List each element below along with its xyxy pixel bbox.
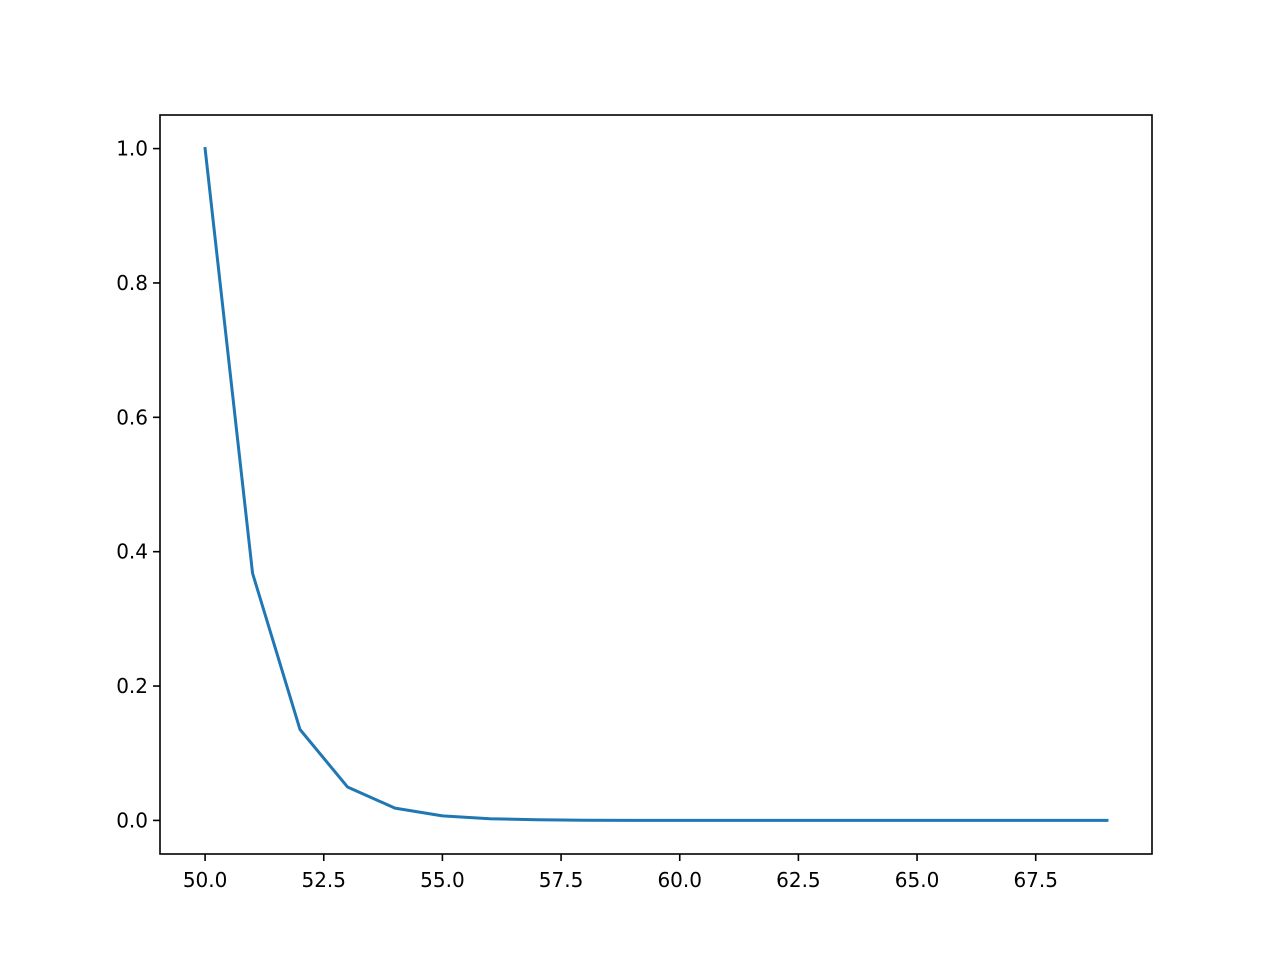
y-tick-label: 1.0 [116, 137, 148, 161]
x-tick-label: 57.5 [539, 868, 584, 892]
x-tick-label: 67.5 [1013, 868, 1058, 892]
y-tick-label: 0.8 [116, 271, 148, 295]
y-tick-label: 0.2 [116, 674, 148, 698]
x-tick-label: 60.0 [657, 868, 702, 892]
x-tick-label: 52.5 [301, 868, 346, 892]
x-tick-label: 62.5 [776, 868, 821, 892]
x-tick-label: 65.0 [895, 868, 940, 892]
axes: 50.0 52.5 55.0 57.5 60.0 62.5 65.0 67.5 0.0 0.2 0.… [116, 114, 1153, 892]
series-line-0 [203, 146, 1109, 822]
y-tick-label: 0.0 [116, 808, 148, 832]
y-tick-label: 0.4 [116, 540, 148, 564]
x-tick-label: 55.0 [420, 868, 465, 892]
plot-area [203, 146, 1109, 822]
axes-frame [159, 114, 1153, 855]
x-tick-label: 50.0 [183, 868, 228, 892]
y-tick-label: 0.6 [116, 405, 148, 429]
